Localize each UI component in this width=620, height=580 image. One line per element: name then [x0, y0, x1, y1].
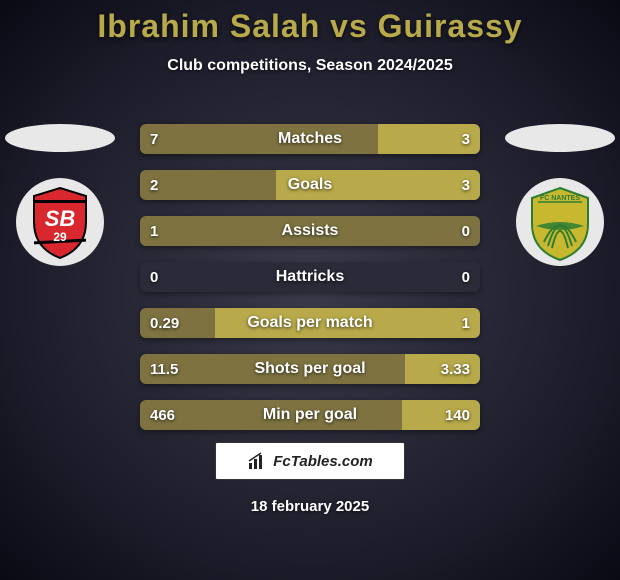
stat-label: Goals — [140, 170, 480, 200]
stat-row: 23Goals — [140, 170, 480, 200]
page-subtitle: Club competitions, Season 2024/2025 — [0, 57, 620, 75]
stat-label: Assists — [140, 216, 480, 246]
footer-brand-text: FcTables.com — [273, 453, 372, 470]
svg-text:FC NANTES: FC NANTES — [540, 195, 580, 202]
stat-row: 00Hattricks — [140, 262, 480, 292]
stat-label: Matches — [140, 124, 480, 154]
chart-icon — [247, 451, 267, 471]
player-right-oval — [505, 124, 615, 152]
stat-row: 73Matches — [140, 124, 480, 154]
stat-row: 11.53.33Shots per goal — [140, 354, 480, 384]
stat-label: Min per goal — [140, 400, 480, 430]
stat-row: 0.291Goals per match — [140, 308, 480, 338]
stats-bars: 73Matches 23Goals 10Assists 00Hattricks 0.29… — [140, 124, 480, 446]
svg-text:29: 29 — [53, 230, 67, 244]
club-crest-right: FC NANTES — [516, 178, 604, 266]
svg-text:SB: SB — [45, 206, 76, 231]
footer-date: 18 february 2025 — [0, 498, 620, 515]
stat-label: Shots per goal — [140, 354, 480, 384]
footer-brand: FcTables.com — [215, 442, 405, 480]
page-title: Ibrahim Salah vs Guirassy — [0, 0, 620, 45]
player-left-oval — [5, 124, 115, 152]
stat-label: Hattricks — [140, 262, 480, 292]
stat-row: 466140Min per goal — [140, 400, 480, 430]
stat-row: 10Assists — [140, 216, 480, 246]
stat-label: Goals per match — [140, 308, 480, 338]
club-crest-left: SB 29 — [16, 178, 104, 266]
